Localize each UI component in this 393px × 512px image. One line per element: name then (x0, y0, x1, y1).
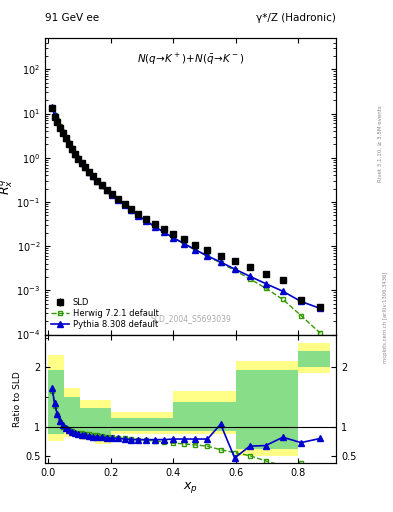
Herwig 7.2.1 default (152, 223, 157, 229)
Herwig 7.2.1 default (76, 155, 81, 161)
Pythia 8.308 default (205, 253, 210, 259)
Herwig 7.2.1 default (91, 174, 95, 180)
Text: γ*/Z (Hadronic): γ*/Z (Hadronic) (256, 13, 336, 23)
Pythia 8.308 default (122, 202, 127, 208)
Pythia 8.308 default (263, 281, 268, 287)
Pythia 8.308 default (61, 129, 65, 135)
Pythia 8.308 default (70, 145, 74, 152)
Pythia 8.308 default (50, 104, 55, 111)
Herwig 7.2.1 default (50, 104, 55, 111)
Herwig 7.2.1 default (95, 178, 100, 184)
Pythia 8.308 default (83, 164, 88, 170)
Herwig 7.2.1 default (66, 140, 71, 146)
Y-axis label: Ratio to SLD: Ratio to SLD (13, 371, 22, 427)
Herwig 7.2.1 default (263, 285, 268, 291)
Herwig 7.2.1 default (57, 123, 62, 130)
Herwig 7.2.1 default (61, 129, 65, 135)
Pythia 8.308 default (152, 223, 157, 229)
Pythia 8.308 default (193, 247, 198, 253)
Text: SLD_2004_S5693039: SLD_2004_S5693039 (150, 314, 231, 323)
Herwig 7.2.1 default (105, 187, 110, 194)
Herwig 7.2.1 default (299, 312, 303, 318)
Pythia 8.308 default (129, 207, 134, 214)
Herwig 7.2.1 default (281, 296, 285, 303)
Herwig 7.2.1 default (205, 253, 210, 260)
Pythia 8.308 default (63, 135, 68, 141)
Herwig 7.2.1 default (129, 207, 134, 214)
Herwig 7.2.1 default (318, 330, 323, 336)
Pythia 8.308 default (55, 118, 59, 124)
Herwig 7.2.1 default (86, 169, 91, 175)
Line: Herwig 7.2.1 default: Herwig 7.2.1 default (50, 105, 323, 336)
Herwig 7.2.1 default (171, 235, 176, 241)
Herwig 7.2.1 default (182, 241, 186, 247)
Herwig 7.2.1 default (83, 164, 88, 170)
Pythia 8.308 default (144, 218, 149, 224)
Herwig 7.2.1 default (136, 212, 141, 219)
Pythia 8.308 default (86, 168, 91, 175)
Pythia 8.308 default (162, 229, 166, 235)
Herwig 7.2.1 default (162, 229, 166, 235)
Herwig 7.2.1 default (110, 192, 115, 198)
Herwig 7.2.1 default (73, 151, 77, 157)
Herwig 7.2.1 default (232, 267, 237, 273)
Herwig 7.2.1 default (52, 112, 57, 118)
Herwig 7.2.1 default (144, 218, 149, 224)
Pythia 8.308 default (281, 288, 285, 294)
Text: 91 GeV ee: 91 GeV ee (45, 13, 99, 23)
Pythia 8.308 default (91, 173, 95, 179)
Pythia 8.308 default (136, 212, 141, 219)
Pythia 8.308 default (73, 151, 77, 157)
Pythia 8.308 default (57, 124, 62, 130)
X-axis label: $x_p$: $x_p$ (183, 480, 198, 495)
Pythia 8.308 default (76, 156, 81, 162)
Herwig 7.2.1 default (63, 135, 68, 141)
Text: mcplots.cern.ch [arXiv:1306.3436]: mcplots.cern.ch [arXiv:1306.3436] (384, 272, 388, 363)
Pythia 8.308 default (182, 241, 186, 247)
Herwig 7.2.1 default (247, 275, 252, 282)
Line: Pythia 8.308 default: Pythia 8.308 default (49, 104, 323, 311)
Pythia 8.308 default (171, 234, 176, 241)
Pythia 8.308 default (105, 187, 110, 193)
Pythia 8.308 default (110, 192, 115, 198)
Herwig 7.2.1 default (70, 145, 74, 152)
Pythia 8.308 default (318, 305, 323, 311)
Pythia 8.308 default (79, 160, 84, 166)
Y-axis label: $R_x^q$: $R_x^q$ (0, 178, 15, 195)
Pythia 8.308 default (66, 140, 71, 146)
Pythia 8.308 default (299, 298, 303, 305)
Text: Rivet 3.1.10, ≥ 3.5M events: Rivet 3.1.10, ≥ 3.5M events (378, 105, 383, 182)
Pythia 8.308 default (218, 259, 223, 265)
Herwig 7.2.1 default (218, 260, 223, 266)
Pythia 8.308 default (116, 197, 121, 203)
Pythia 8.308 default (232, 266, 237, 272)
Herwig 7.2.1 default (79, 160, 84, 166)
Pythia 8.308 default (52, 112, 57, 118)
Pythia 8.308 default (100, 182, 105, 188)
Pythia 8.308 default (95, 178, 100, 184)
Herwig 7.2.1 default (116, 197, 121, 203)
Herwig 7.2.1 default (193, 247, 198, 253)
Herwig 7.2.1 default (122, 202, 127, 208)
Herwig 7.2.1 default (100, 183, 105, 189)
Text: $N(q\!\rightarrow\! K^+)\!+\!N(\bar{q}\!\rightarrow\! K^-)$: $N(q\!\rightarrow\! K^+)\!+\!N(\bar{q}\!… (137, 52, 244, 67)
Legend: SLD, Herwig 7.2.1 default, Pythia 8.308 default: SLD, Herwig 7.2.1 default, Pythia 8.308 … (50, 296, 160, 330)
Herwig 7.2.1 default (55, 117, 59, 123)
Pythia 8.308 default (247, 273, 252, 279)
